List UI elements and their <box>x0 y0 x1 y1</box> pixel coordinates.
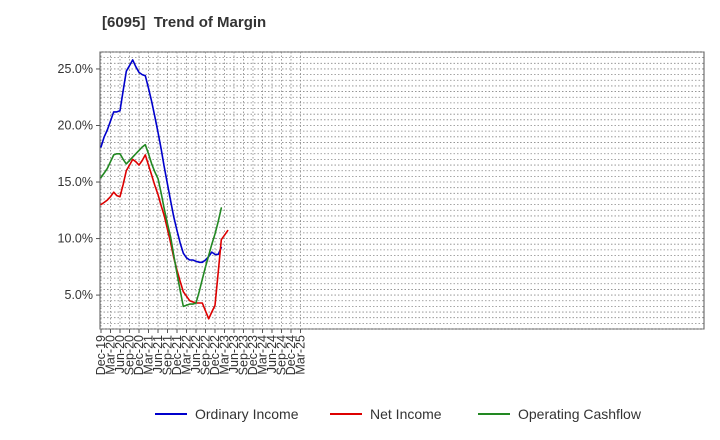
x-tick-label: Sep-24 <box>275 335 289 375</box>
x-tick-label: Sep-22 <box>199 335 213 375</box>
x-tick-label: Mar-23 <box>218 335 232 375</box>
x-tick-label: Dec-24 <box>284 335 298 375</box>
chart-title: [6095] Trend of Margin <box>102 14 267 31</box>
y-tick-label: 20.0% <box>58 118 93 132</box>
x-tick-label: Sep-21 <box>161 335 175 375</box>
gridlines <box>100 51 704 330</box>
x-tick-label: Jun-23 <box>227 335 241 373</box>
x-tick-label: Jun-22 <box>189 335 203 373</box>
x-tick-label: Dec-19 <box>94 335 108 375</box>
legend-label-1: Net Income <box>370 406 442 422</box>
y-axis-tick-labels: 5.0% 10.0% 15.0% 20.0% 25.0% <box>58 62 100 302</box>
series-line-2 <box>100 143 223 308</box>
legend-label-2: Operating Cashflow <box>518 406 642 422</box>
x-tick-label: Mar-24 <box>256 335 270 375</box>
x-tick-label: Sep-23 <box>237 335 251 375</box>
legend-label-0: Ordinary Income <box>195 406 299 422</box>
y-tick-label: 15.0% <box>58 175 93 189</box>
legend: Ordinary Income Net Income Operating Cashf… <box>155 406 642 422</box>
plot-area <box>99 51 705 330</box>
series-line-0 <box>100 59 223 264</box>
x-tick-label: Dec-22 <box>208 335 222 375</box>
y-tick-label: 10.0% <box>58 232 93 246</box>
x-tick-label: Sep-20 <box>123 335 137 375</box>
y-tick-label: 25.0% <box>58 62 93 76</box>
x-tick-label: Jun-20 <box>113 335 127 373</box>
x-tick-label: Mar-25 <box>294 335 308 375</box>
x-tick-label: Mar-21 <box>142 335 156 375</box>
x-tick-label: Dec-20 <box>132 335 146 375</box>
x-tick-label: Jun-24 <box>265 335 279 373</box>
x-tick-label: Jun-21 <box>151 335 165 373</box>
series-lines <box>100 59 229 320</box>
x-axis-tick-labels: Dec-19Mar-20Jun-20Sep-20Dec-20Mar-21Jun-… <box>94 329 308 375</box>
x-tick-label: Mar-20 <box>104 335 118 375</box>
x-tick-label: Dec-23 <box>246 335 260 375</box>
x-tick-label: Mar-22 <box>180 335 194 375</box>
x-tick-label: Dec-21 <box>170 335 184 375</box>
y-tick-label: 5.0% <box>65 288 94 302</box>
series-line-1 <box>100 154 229 320</box>
